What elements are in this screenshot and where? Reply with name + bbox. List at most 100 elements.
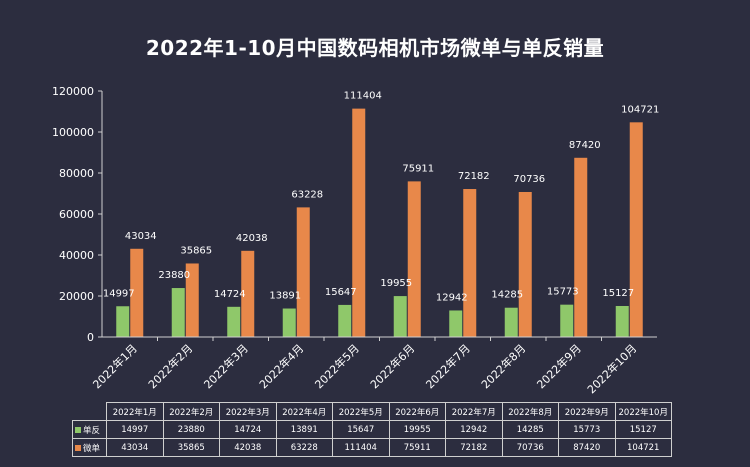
table-header-cell: 2022年2月 — [162, 402, 220, 421]
data-label: 104721 — [621, 104, 659, 115]
table-value-cell: 15647 — [332, 420, 390, 439]
table-header-cell: 2022年3月 — [219, 402, 277, 421]
bar-weidan — [629, 122, 643, 337]
data-label: 19955 — [380, 278, 412, 289]
data-label: 87420 — [569, 140, 601, 151]
table-header-row: 2022年1月 2022年2月 2022年3月 2022年4月 2022年5月 2022年… — [72, 402, 672, 421]
table-value-cell: 43034 — [106, 438, 164, 457]
table-value-cell-text: 23880 — [177, 424, 205, 435]
table-row: 单反 14997 23880 14724 13891 15647 19955 12942 142… — [72, 420, 672, 439]
x-tick-label: 2022年2月 — [145, 341, 195, 391]
table-header-cell: 2022年9月 — [558, 402, 616, 421]
y-tick-label: 80000 — [59, 167, 94, 180]
table-corner — [72, 402, 107, 421]
bar-weidan — [352, 108, 366, 338]
table-header-cell-text: 2022年6月 — [395, 407, 440, 418]
x-tick-label: 2022年9月 — [534, 341, 584, 391]
bar-danfan — [116, 306, 130, 337]
data-table: 2022年1月 2022年2月 2022年3月 2022年4月 2022年5月 2022年… — [72, 402, 672, 457]
data-label: 70736 — [513, 174, 545, 185]
table-value-cell: 35865 — [162, 438, 220, 457]
data-label: 42038 — [236, 233, 268, 244]
y-tick-label: 40000 — [59, 249, 94, 262]
table-header-cell-text: 2022年8月 — [508, 407, 553, 418]
table-value-cell-text: 14997 — [121, 424, 149, 435]
bar-danfan — [282, 308, 296, 337]
bar-weidan — [463, 189, 477, 337]
x-tick-label: 2022年6月 — [367, 341, 417, 391]
table-series-cell: 微单 — [72, 438, 107, 457]
bar-weidan — [185, 263, 199, 337]
data-label: 72182 — [458, 171, 490, 182]
table-header-cell-text: 2022年7月 — [451, 407, 496, 418]
series-name: 微单 — [83, 443, 101, 454]
y-tick-label: 0 — [87, 331, 94, 344]
table-header-cell-text: 2022年9月 — [564, 407, 609, 418]
table-header-cell: 2022年8月 — [501, 402, 559, 421]
table-header-cell: 2022年10月 — [614, 402, 672, 421]
bar-weidan — [241, 250, 255, 337]
table-value-cell: 19955 — [388, 420, 446, 439]
y-tick-label: 60000 — [59, 208, 94, 221]
table-value-cell: 23880 — [162, 420, 220, 439]
data-label: 13891 — [269, 291, 301, 302]
series-name: 单反 — [83, 425, 101, 436]
table-value-cell-text: 12942 — [460, 424, 488, 435]
table-value-cell-text: 70736 — [516, 442, 544, 453]
table-value-cell-text: 15647 — [347, 424, 375, 435]
table-row: 微单 43034 35865 42038 63228 111404 75911 72182 70… — [72, 438, 672, 457]
data-label: 14285 — [491, 290, 523, 301]
table-value-cell: 14285 — [501, 420, 559, 439]
table-series-cell: 单反 — [72, 420, 107, 439]
table-value-cell: 12942 — [445, 420, 503, 439]
bar-danfan — [171, 288, 185, 337]
table-value-cell: 14724 — [219, 420, 277, 439]
data-label: 35865 — [180, 245, 212, 256]
chart-title: 2022年1-10月中国数码相机市场微单与单反销量 — [145, 36, 605, 60]
bar-weidan — [130, 248, 144, 337]
bar-danfan — [338, 304, 352, 337]
legend-swatch — [75, 445, 81, 451]
table-value-cell: 87420 — [558, 438, 616, 457]
data-label: 23880 — [158, 270, 190, 281]
y-tick-label: 100000 — [52, 126, 94, 139]
data-label: 14997 — [103, 288, 135, 299]
table-value-cell-text: 14285 — [516, 424, 544, 435]
table-value-cell: 15127 — [614, 420, 672, 439]
y-tick-label: 120000 — [52, 85, 94, 98]
bar-danfan — [504, 307, 518, 337]
table-value-cell: 104721 — [614, 438, 672, 457]
table-header-cell-text: 2022年2月 — [169, 407, 214, 418]
table-value-cell-text: 13891 — [290, 424, 318, 435]
data-label: 63228 — [291, 189, 323, 200]
table-value-cell-text: 35865 — [177, 442, 205, 453]
bar-weidan — [296, 207, 310, 337]
y-tick-label: 20000 — [59, 290, 94, 303]
data-label: 15647 — [325, 287, 357, 298]
bar-danfan — [393, 296, 407, 337]
bar-chart: 0 20000 40000 60000 80000 100000 120000 2022年1… — [52, 85, 659, 396]
table-value-cell: 13891 — [275, 420, 333, 439]
x-tick-label: 2022年7月 — [423, 341, 473, 391]
table-value-cell: 14997 — [106, 420, 164, 439]
table-header-cell-text: 2022年10月 — [618, 407, 668, 418]
data-label: 15127 — [602, 288, 634, 299]
bar-danfan — [615, 305, 629, 337]
x-tick-label: 2022年3月 — [201, 341, 251, 391]
table-header-cell: 2022年5月 — [332, 402, 390, 421]
x-tick-label: 2022年8月 — [478, 341, 528, 391]
table-value-cell-text: 19955 — [403, 424, 431, 435]
table-value-cell: 75911 — [388, 438, 446, 457]
bar-danfan — [449, 310, 463, 337]
table-value-cell: 111404 — [332, 438, 390, 457]
table-value-cell-text: 15127 — [629, 424, 657, 435]
table-header-cell: 2022年1月 — [106, 402, 164, 421]
bar-danfan — [227, 306, 241, 337]
bar-weidan — [518, 191, 532, 337]
table-header-cell-text: 2022年5月 — [338, 407, 383, 418]
table-value-cell-text: 43034 — [121, 442, 149, 453]
table-value-cell-text: 111404 — [344, 442, 377, 453]
legend-swatch — [75, 427, 81, 433]
bar-weidan — [407, 181, 421, 337]
table-value-cell-text: 72182 — [460, 442, 488, 453]
